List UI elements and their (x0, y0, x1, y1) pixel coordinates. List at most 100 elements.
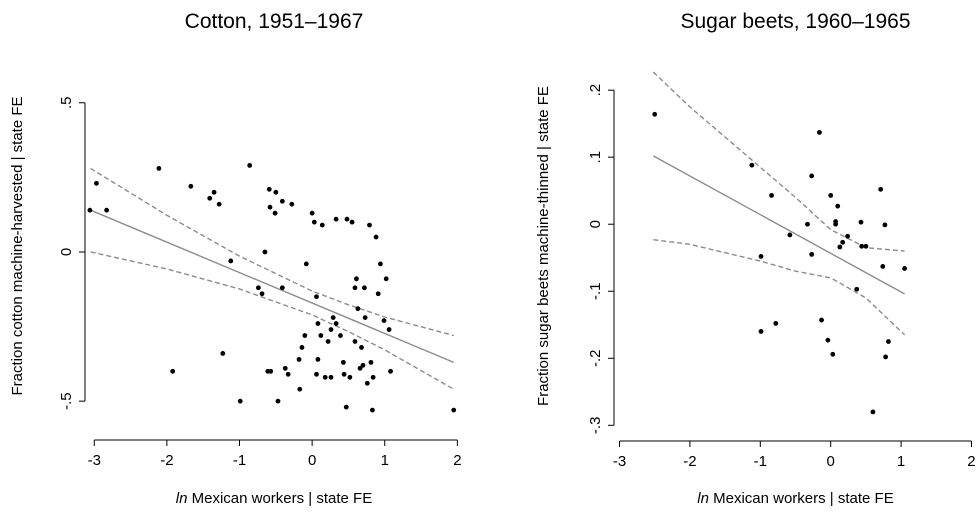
point (383, 276, 389, 282)
point (314, 371, 319, 377)
point (104, 207, 110, 213)
point (156, 166, 162, 171)
point (347, 374, 353, 380)
point (285, 371, 291, 377)
point (325, 339, 331, 344)
point (858, 219, 864, 225)
point (311, 219, 317, 225)
point (375, 291, 381, 297)
point (279, 198, 285, 204)
point (809, 173, 815, 179)
point (354, 276, 359, 282)
x-tick-label: -1 (754, 453, 767, 470)
point (333, 216, 339, 222)
y-tick-label: -.1 (587, 282, 604, 300)
point (272, 210, 278, 216)
x-tick-label: 2 (453, 452, 461, 469)
point (359, 345, 364, 350)
point (349, 219, 355, 225)
x-tick-label: -3 (613, 453, 626, 470)
point (370, 407, 375, 413)
y-tick-label: .2 (587, 84, 604, 97)
point (94, 180, 99, 186)
y-tick-label: 0 (587, 220, 604, 228)
point (267, 204, 273, 210)
point (883, 354, 889, 360)
y-tick-label: 0 (58, 248, 75, 256)
point (262, 249, 268, 255)
point (360, 362, 366, 368)
point (833, 221, 839, 227)
chart-title: Sugar beets, 1960–1965 (680, 10, 910, 33)
x-axis-label: ln Mexican workers | state FE (176, 490, 372, 507)
point (758, 253, 764, 259)
point (830, 351, 836, 357)
point (302, 333, 308, 338)
point (825, 337, 831, 343)
point (352, 285, 358, 291)
point (828, 192, 834, 198)
x-tick-label: 0 (827, 453, 835, 470)
point (388, 368, 393, 374)
point (367, 222, 372, 228)
point (652, 111, 658, 117)
point (328, 327, 334, 332)
y-tick-label: .1 (587, 151, 604, 164)
point (328, 374, 334, 380)
point (886, 339, 891, 344)
point (340, 359, 346, 365)
point (315, 356, 321, 362)
y-tick-label: -.5 (58, 392, 75, 410)
point (279, 285, 285, 291)
y-tick-label: .5 (58, 97, 75, 110)
point (338, 333, 343, 338)
point (902, 266, 908, 271)
point (870, 409, 876, 415)
point (247, 163, 253, 168)
x-tick-label: -2 (683, 453, 696, 470)
x-tick-label: 1 (897, 453, 905, 470)
point (878, 186, 884, 192)
point (749, 162, 755, 168)
point (343, 404, 349, 410)
point (835, 203, 841, 209)
point (854, 286, 860, 292)
point (268, 368, 274, 374)
y-axis-label: Fraction cotton machine-harvested | stat… (9, 96, 26, 395)
point (773, 321, 779, 326)
point (352, 339, 358, 344)
point (882, 222, 888, 228)
point (386, 327, 392, 332)
fit-line (652, 155, 905, 295)
point (364, 380, 370, 386)
point (840, 239, 846, 245)
point (315, 321, 321, 326)
x-tick-label: -2 (160, 452, 173, 469)
point (863, 243, 869, 249)
point (228, 258, 234, 264)
x-axis-label-italic: ln (697, 490, 709, 507)
point (188, 183, 194, 189)
point (237, 398, 243, 404)
point (309, 210, 315, 216)
point (319, 222, 325, 228)
point (373, 234, 379, 240)
x-tick-label: -3 (88, 452, 101, 469)
point (207, 195, 213, 201)
point (451, 407, 457, 413)
point (299, 345, 305, 350)
point (377, 261, 383, 267)
point (819, 317, 824, 323)
point (314, 294, 319, 300)
point (303, 261, 309, 267)
point (805, 221, 810, 227)
point (817, 129, 822, 135)
x-tick-label: 1 (381, 452, 389, 469)
point (355, 306, 361, 312)
x-tick-label: 0 (308, 452, 316, 469)
point (318, 333, 324, 338)
point (362, 315, 368, 321)
point (87, 207, 93, 213)
point (368, 359, 374, 365)
